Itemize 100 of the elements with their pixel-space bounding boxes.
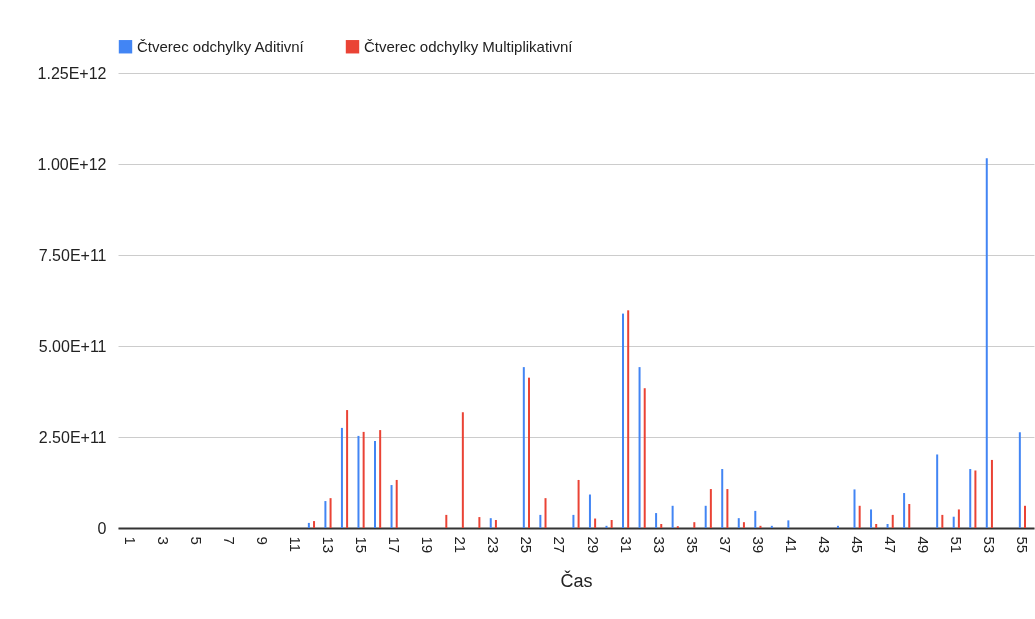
x-tick-label: 5 [187,536,205,545]
bar [787,520,790,528]
bar [969,469,972,528]
x-tick-label: 37 [716,536,734,554]
bar [693,522,696,528]
bar [313,521,316,528]
x-tick-label: 55 [1014,536,1032,554]
bar [329,498,332,528]
bar [588,494,591,528]
bar [527,377,530,528]
bar [445,514,448,528]
bar [742,522,745,528]
bar [709,489,712,528]
x-tick-label: 47 [882,536,900,554]
bar [374,441,376,528]
x-tick-label: 49 [915,536,933,554]
x-tick-label: 23 [485,536,503,554]
x-tick-label: 53 [981,536,999,554]
bar [340,427,343,528]
bar [572,514,575,528]
bar [875,524,878,528]
bar [957,509,960,528]
bar [324,501,327,528]
bar [886,524,889,528]
bar [622,313,625,528]
x-tick-label: 31 [617,536,635,554]
bar [836,525,839,528]
x-tick-label: 17 [386,536,404,554]
bar [544,498,547,528]
y-tick-label: 7.50E+11 [38,246,107,264]
x-tick-label: 9 [253,536,271,545]
bar [759,525,762,528]
bar [362,431,365,528]
x-tick-label: 39 [749,536,767,554]
x-tick-label: 11 [286,536,304,553]
x-tick-label: 33 [650,536,668,554]
bar [522,367,525,528]
bar [870,509,873,528]
y-tick-label: 0 [97,519,107,537]
x-tick-label: 25 [518,536,536,554]
y-tick-label: 1.00E+12 [37,155,107,173]
bar [346,410,349,528]
x-axis-title: Čas [560,570,593,592]
bar [903,493,906,528]
x-tick-label: 13 [319,536,337,554]
x-tick-label: 51 [948,536,966,554]
legend-label: Čtverec odchylky Aditivní [137,37,305,55]
bar [539,514,542,528]
bar [726,489,729,528]
bar [594,518,597,528]
bar [390,485,393,528]
bar [489,518,492,528]
x-tick-label: 21 [452,536,470,554]
x-tick-label: 1 [121,536,139,545]
bar [461,412,464,528]
bar [643,388,646,528]
legend-label: Čtverec odchylky Multiplikativní [364,37,574,55]
bar [395,479,398,528]
bar [737,518,740,528]
bar [577,479,580,528]
bar [990,459,993,528]
bar [638,367,641,528]
bar [721,469,724,528]
bar [357,435,360,528]
x-tick-label: 27 [551,536,569,554]
bar [610,519,613,528]
bar [858,505,861,528]
bar [671,505,674,528]
bar [985,158,988,528]
bar [853,489,856,528]
bar [704,505,707,528]
bar [908,503,911,528]
bar [655,513,658,528]
bar [307,522,310,528]
bar [891,514,894,528]
x-tick-label: 7 [220,536,238,545]
x-tick-label: 19 [419,536,437,554]
x-tick-label: 29 [584,536,602,554]
bar [974,470,977,528]
bar [770,525,773,528]
x-tick-label: 45 [849,536,867,554]
y-tick-label: 5.00E+11 [38,337,107,355]
y-tick-label: 2.50E+11 [38,428,107,446]
x-tick-label: 43 [816,536,834,554]
x-tick-label: 15 [353,536,371,554]
bar [627,310,630,528]
bar [1024,505,1027,528]
bar [478,517,481,528]
bar [1018,432,1021,528]
bar [660,524,663,528]
y-tick-label: 1.25E+12 [37,64,107,82]
bar [605,525,608,528]
bar [494,519,497,528]
bar [379,430,382,528]
bar [754,510,757,528]
x-tick-label: 41 [782,536,800,554]
bar [941,514,944,528]
bar [952,516,955,528]
x-tick-label: 35 [683,536,701,554]
bar [936,454,939,528]
